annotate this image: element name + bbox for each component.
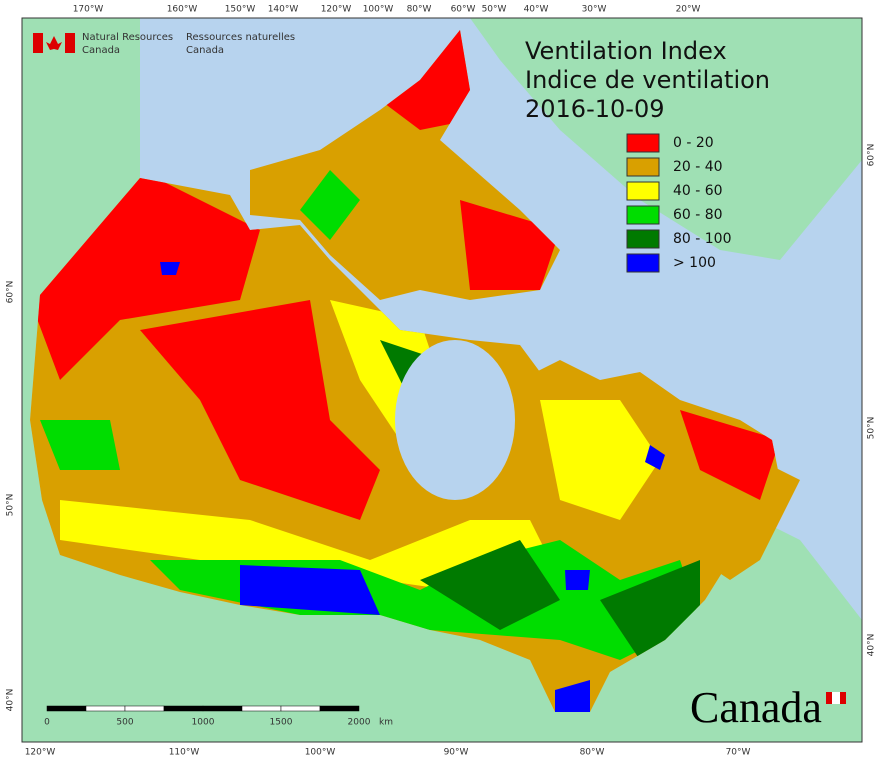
scale-bar — [85, 705, 126, 712]
legend-swatch — [626, 157, 660, 177]
legend-label: 40 - 60 — [673, 183, 723, 199]
legend-swatch — [626, 205, 660, 225]
scale-bar — [280, 705, 321, 712]
wordmark-flag — [832, 692, 840, 704]
agency: Ressources naturelles — [186, 32, 295, 43]
graticule-label: 50°W — [482, 5, 507, 15]
graticule-label: 40°N — [867, 634, 877, 657]
graticule-label: 160°W — [167, 5, 198, 15]
scale-unit: km — [379, 718, 393, 728]
graticule-label: 60°N — [867, 144, 877, 167]
scale-bar — [319, 705, 360, 712]
greenland — [470, 18, 862, 260]
date: 2016-10-09 — [525, 95, 664, 123]
legend-swatch — [626, 229, 660, 249]
title: Indice de ventilation — [525, 66, 770, 94]
agency: Canada — [186, 45, 224, 56]
agency: Natural Resources — [82, 32, 173, 43]
legend-label: 80 - 100 — [673, 231, 732, 247]
scale-label: 2000 — [348, 718, 371, 728]
scale-bar — [46, 705, 87, 712]
legend-swatch — [626, 253, 660, 273]
graticule-label: 90°W — [444, 748, 469, 758]
us-land — [22, 18, 862, 742]
graticule-label: 120°W — [321, 5, 352, 15]
graticule-label: 40°W — [524, 5, 549, 15]
dynamic: 0 - 20 20 - 40 40 - 60 60 - 80 80 - 100 > 100… — [6, 5, 877, 758]
scale-label: 500 — [116, 718, 133, 728]
graticule-label: 50°N — [6, 494, 16, 517]
graticule-label: 150°W — [225, 5, 256, 15]
graticule-label: 120°W — [25, 748, 56, 758]
scale-label: 0 — [44, 718, 50, 728]
graticule-label: 100°W — [305, 748, 336, 758]
scale-bar — [202, 705, 243, 712]
maple-leaf — [46, 36, 62, 50]
scale-bar — [124, 705, 165, 712]
scale-label: 1500 — [270, 718, 293, 728]
graticule-label: 80°W — [407, 5, 432, 15]
graticule-label: 170°W — [73, 5, 104, 15]
graticule-label: 100°W — [363, 5, 394, 15]
graticule-label: 60°W — [451, 5, 476, 15]
legend-label: 0 - 20 — [673, 135, 714, 151]
graticule-label: 70°W — [726, 748, 751, 758]
legend-label: > 100 — [673, 255, 716, 271]
scale-label: 1000 — [192, 718, 215, 728]
graticule-label: 110°W — [169, 748, 200, 758]
scale-bar — [163, 705, 204, 712]
graticule-label: 60°N — [6, 281, 16, 304]
graticule-label: 20°W — [676, 5, 701, 15]
flag — [33, 33, 43, 53]
hudson-bay — [395, 340, 515, 500]
graticule-label: 40°N — [6, 689, 16, 712]
agency: Canada — [82, 45, 120, 56]
graticule-label: 50°N — [867, 417, 877, 440]
legend-swatch — [626, 133, 660, 153]
graticule-label: 80°W — [580, 748, 605, 758]
graticule-label: 30°W — [582, 5, 607, 15]
legend-label: 20 - 40 — [673, 159, 723, 175]
graticule-label: 140°W — [268, 5, 299, 15]
title: Ventilation Index — [525, 37, 727, 65]
legend-label: 60 - 80 — [673, 207, 723, 223]
frame — [21, 17, 863, 743]
scale-bar — [241, 705, 282, 712]
flag — [65, 33, 75, 53]
wordmark: Canada — [690, 683, 822, 732]
legend-swatch — [626, 181, 660, 201]
